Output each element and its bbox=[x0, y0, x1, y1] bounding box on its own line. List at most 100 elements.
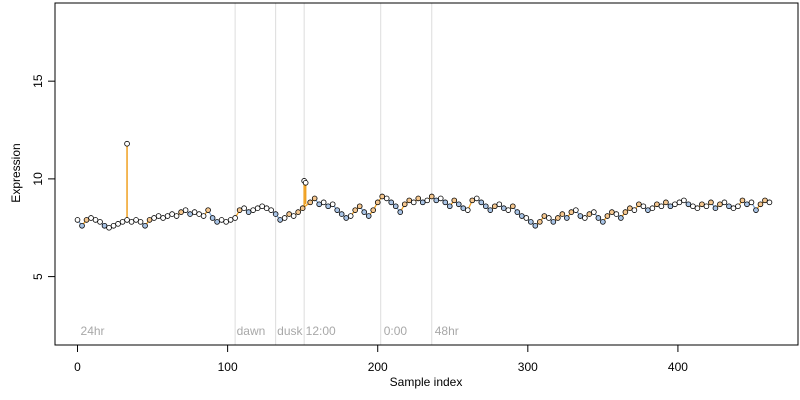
data-point bbox=[469, 197, 476, 204]
data-point bbox=[142, 222, 148, 229]
data-point bbox=[446, 203, 453, 210]
data-point bbox=[451, 197, 458, 204]
data-point bbox=[110, 222, 117, 229]
data-point bbox=[582, 215, 588, 221]
data-point bbox=[352, 207, 359, 213]
data-point bbox=[442, 199, 449, 206]
data-point bbox=[343, 215, 349, 221]
data-point bbox=[577, 213, 584, 219]
data-point bbox=[726, 203, 732, 210]
data-point bbox=[672, 201, 678, 208]
data-point bbox=[636, 201, 642, 208]
data-point bbox=[753, 207, 759, 213]
data-point bbox=[419, 199, 426, 206]
data-point bbox=[510, 203, 516, 210]
data-point bbox=[365, 213, 372, 219]
data-point bbox=[106, 224, 112, 231]
data-point bbox=[487, 207, 494, 213]
data-point bbox=[160, 215, 166, 221]
annotation-label-3: 12:00 bbox=[306, 324, 336, 338]
x-tick-label-2: 200 bbox=[368, 360, 388, 374]
data-point bbox=[505, 207, 512, 213]
data-points bbox=[74, 140, 773, 231]
data-point bbox=[613, 211, 620, 217]
spike-point-2 bbox=[302, 179, 309, 186]
data-point bbox=[329, 201, 336, 208]
data-point bbox=[205, 207, 211, 213]
data-point bbox=[645, 207, 651, 213]
x-tick-label-0: 0 bbox=[74, 360, 81, 374]
data-point bbox=[712, 205, 719, 212]
data-point bbox=[236, 207, 243, 213]
data-point bbox=[514, 209, 521, 215]
annotation-label-1: dawn bbox=[237, 324, 266, 338]
data-point bbox=[564, 215, 570, 221]
data-point bbox=[392, 203, 399, 210]
data-point bbox=[464, 207, 471, 213]
data-point bbox=[559, 211, 566, 217]
data-point bbox=[721, 199, 728, 206]
data-point bbox=[370, 207, 377, 213]
data-point bbox=[546, 215, 552, 221]
data-point bbox=[295, 209, 301, 215]
data-point bbox=[97, 219, 103, 225]
data-point bbox=[374, 199, 381, 206]
data-point bbox=[379, 193, 386, 200]
x-tick-label-1: 100 bbox=[218, 360, 238, 374]
y-axis-title: Expression bbox=[9, 143, 23, 202]
data-point bbox=[735, 203, 741, 210]
data-point bbox=[227, 217, 234, 223]
annotation-label-4: 0:00 bbox=[384, 324, 408, 338]
data-point bbox=[600, 219, 606, 225]
data-point bbox=[676, 199, 683, 206]
data-point bbox=[191, 209, 198, 215]
data-point bbox=[455, 201, 462, 208]
data-point bbox=[609, 209, 615, 215]
data-point bbox=[496, 201, 503, 208]
data-point bbox=[460, 205, 467, 212]
x-tick-label-4: 400 bbox=[668, 360, 688, 374]
data-point bbox=[250, 207, 256, 213]
x-axis: 0 100 200 300 400 bbox=[74, 344, 688, 374]
data-point bbox=[299, 205, 306, 212]
data-point bbox=[739, 197, 746, 204]
data-point bbox=[491, 203, 498, 210]
data-point bbox=[128, 219, 135, 225]
data-point bbox=[74, 217, 81, 223]
data-point bbox=[519, 213, 525, 219]
data-point bbox=[482, 203, 489, 210]
data-point bbox=[708, 199, 714, 206]
data-point bbox=[383, 195, 390, 202]
data-point bbox=[523, 215, 530, 221]
data-point bbox=[640, 203, 647, 210]
data-point bbox=[281, 215, 288, 221]
data-point bbox=[501, 205, 507, 212]
data-point bbox=[268, 207, 274, 213]
data-point bbox=[92, 217, 99, 223]
annotation-label-5: 48hr bbox=[435, 324, 459, 338]
data-point bbox=[685, 201, 692, 208]
data-point bbox=[573, 207, 579, 213]
data-point bbox=[627, 205, 633, 212]
y-tick-label-2: 15 bbox=[31, 74, 45, 88]
data-point bbox=[766, 199, 773, 206]
spike-segments bbox=[126, 143, 307, 220]
data-point bbox=[182, 207, 189, 213]
data-point bbox=[478, 199, 485, 206]
data-point bbox=[79, 222, 85, 229]
vertical-reference-lines bbox=[234, 3, 433, 345]
data-point bbox=[286, 211, 292, 217]
data-point bbox=[334, 207, 340, 213]
data-point bbox=[178, 209, 184, 215]
data-point bbox=[663, 199, 669, 206]
data-point bbox=[241, 205, 247, 212]
data-point bbox=[101, 222, 108, 229]
data-point bbox=[424, 197, 431, 204]
annotation-label-0: 24hr bbox=[81, 324, 105, 338]
data-point bbox=[214, 219, 220, 225]
data-point bbox=[124, 217, 130, 223]
data-point bbox=[218, 217, 225, 223]
data-point bbox=[433, 197, 440, 204]
data-point bbox=[169, 211, 175, 217]
data-point bbox=[307, 199, 313, 206]
